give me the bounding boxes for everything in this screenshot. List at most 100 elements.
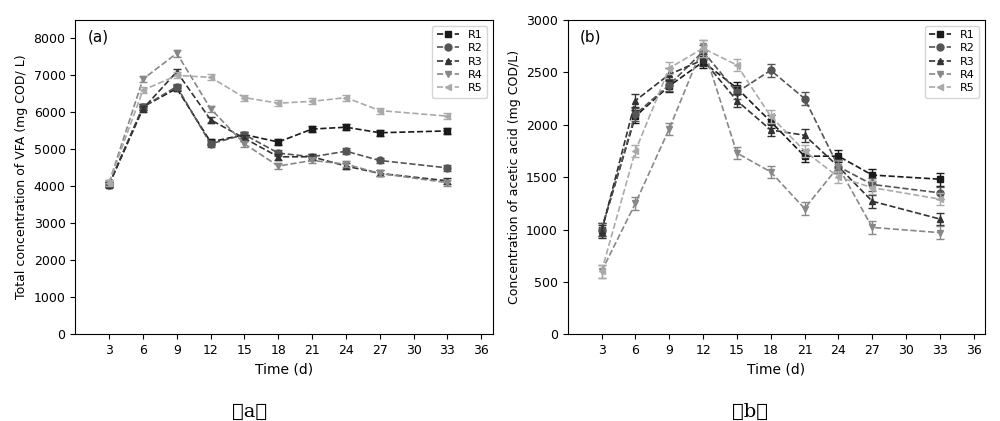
R3 [441, 179, 453, 184]
R3 [731, 98, 743, 103]
R3 [629, 98, 641, 103]
Line: R3: R3 [598, 56, 943, 235]
Legend: R1, R2, R3, R4, R5: R1, R2, R3, R4, R5 [432, 26, 487, 98]
R4 [238, 141, 250, 147]
R3 [799, 133, 811, 138]
Line: R4: R4 [106, 50, 451, 186]
R2 [374, 158, 386, 163]
R2 [137, 104, 149, 109]
R4 [137, 77, 149, 82]
R2 [205, 141, 217, 147]
R4 [697, 44, 709, 49]
Y-axis label: Concentration of acetic acid (mg COD/L): Concentration of acetic acid (mg COD/L) [508, 50, 521, 304]
R4 [629, 201, 641, 206]
R3 [238, 136, 250, 141]
R2 [171, 84, 183, 89]
R1 [832, 154, 844, 159]
R1 [596, 227, 608, 232]
Line: R4: R4 [598, 43, 943, 275]
R2 [866, 182, 878, 187]
R2 [765, 68, 777, 73]
R5 [171, 73, 183, 78]
R3 [137, 106, 149, 111]
R2 [306, 154, 318, 159]
R3 [171, 69, 183, 74]
R2 [934, 190, 946, 195]
R4 [832, 164, 844, 169]
R1 [731, 85, 743, 91]
R5 [629, 149, 641, 154]
R1 [374, 130, 386, 135]
R1 [765, 119, 777, 124]
R2 [340, 149, 352, 154]
Legend: R1, R2, R3, R4, R5: R1, R2, R3, R4, R5 [925, 26, 979, 98]
R2 [238, 132, 250, 137]
R5 [934, 197, 946, 202]
R5 [306, 99, 318, 104]
R5 [765, 114, 777, 119]
Text: （a）: （a） [232, 403, 268, 421]
R2 [731, 90, 743, 95]
R4 [934, 230, 946, 235]
Text: (a): (a) [88, 29, 109, 45]
R1 [934, 177, 946, 182]
R4 [663, 126, 675, 131]
Line: R1: R1 [106, 85, 451, 188]
R3 [306, 154, 318, 159]
R1 [697, 59, 709, 64]
R5 [374, 108, 386, 113]
X-axis label: Time (d): Time (d) [255, 362, 313, 376]
R3 [934, 216, 946, 221]
R3 [340, 163, 352, 168]
R4 [731, 150, 743, 155]
R1 [306, 127, 318, 132]
R2 [272, 151, 284, 156]
R2 [799, 96, 811, 101]
R4 [866, 225, 878, 230]
R4 [171, 51, 183, 56]
R5 [731, 62, 743, 67]
R5 [663, 66, 675, 71]
R5 [103, 180, 115, 185]
Line: R5: R5 [106, 72, 451, 186]
R3 [765, 128, 777, 133]
R5 [866, 185, 878, 190]
R3 [272, 154, 284, 159]
R5 [137, 88, 149, 93]
R4 [340, 162, 352, 167]
R3 [103, 182, 115, 187]
R5 [238, 95, 250, 100]
R2 [629, 112, 641, 117]
R3 [697, 57, 709, 62]
R2 [596, 227, 608, 232]
R3 [374, 171, 386, 176]
R1 [663, 83, 675, 88]
R2 [832, 164, 844, 169]
R4 [596, 269, 608, 274]
R5 [799, 149, 811, 154]
Line: R3: R3 [106, 68, 451, 188]
R1 [171, 86, 183, 91]
R1 [441, 128, 453, 133]
R5 [441, 114, 453, 119]
R4 [765, 169, 777, 174]
Line: R1: R1 [598, 59, 943, 233]
R4 [374, 171, 386, 176]
Line: R2: R2 [598, 48, 943, 233]
R5 [340, 95, 352, 100]
R3 [663, 72, 675, 77]
R2 [663, 83, 675, 88]
R5 [697, 46, 709, 51]
R1 [629, 114, 641, 119]
R4 [441, 180, 453, 185]
R2 [697, 49, 709, 54]
Text: （b）: （b） [732, 403, 768, 421]
R4 [799, 206, 811, 211]
Line: R2: R2 [106, 83, 451, 188]
R2 [441, 165, 453, 171]
R4 [306, 158, 318, 163]
R1 [103, 182, 115, 187]
R1 [205, 139, 217, 144]
R1 [799, 154, 811, 159]
R3 [832, 164, 844, 169]
